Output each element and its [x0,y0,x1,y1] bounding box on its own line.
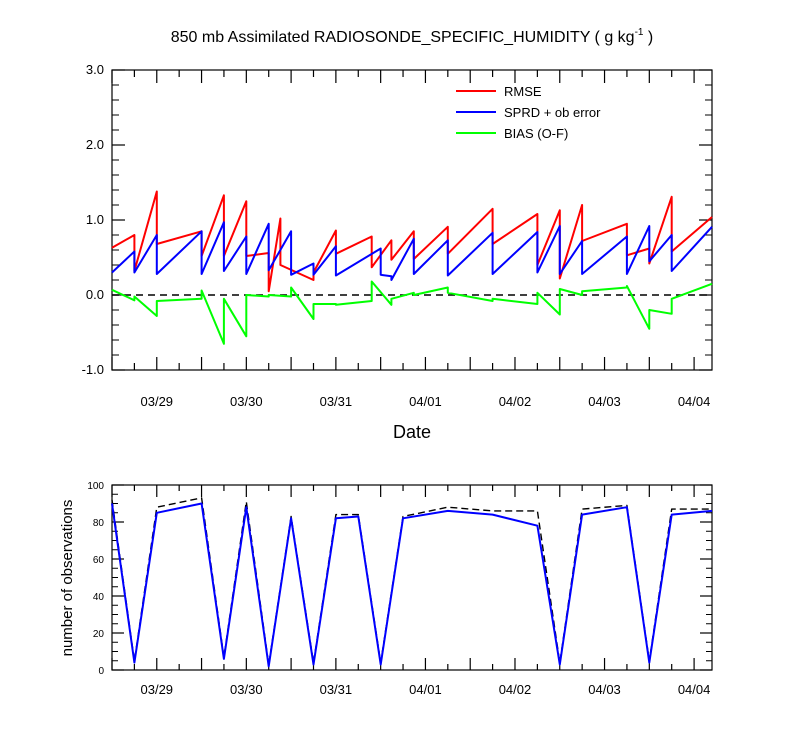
chart-title: 850 mb Assimilated RADIOSONDE_SPECIFIC_H… [171,27,654,46]
series-line-2 [111,280,713,345]
series-line-1 [111,221,713,281]
x-tick-label: 04/02 [499,682,532,697]
bottom-plot: 0 20 40 60 80 100 03/29 03/30 03/31 04/01 04/02 04/… [87,481,713,697]
legend-label: RMSE [504,84,542,99]
bottom-y-label: number of observations [59,500,76,657]
y-tick-label: 0.0 [86,287,104,302]
y-tick-label: 1.0 [86,212,104,227]
y-tick-label: 40 [93,592,105,603]
legend: RMSE SPRD + ob error BIAS (O-F) [456,84,601,141]
x-tick-label: 04/02 [499,394,532,409]
x-tick-label: 03/31 [320,394,353,409]
x-tick-label: 03/30 [230,394,263,409]
x-tick-label: 04/04 [678,394,711,409]
y-tick-label: 100 [87,481,104,492]
x-tick-label: 03/31 [320,682,353,697]
top-plot: -1.0 0.0 1.0 2.0 3.0 03/29 03/30 03/31 04/01 04/0… [82,62,713,409]
x-tick-label: 03/29 [141,682,174,697]
legend-label: BIAS (O-F) [504,126,568,141]
x-tick-label: 04/03 [588,682,621,697]
x-tick-label: 04/04 [678,682,711,697]
x-tick-label: 03/29 [141,394,174,409]
x-tick-label: 04/01 [409,682,442,697]
y-tick-label: 2.0 [86,137,104,152]
x-tick-label: 03/30 [230,682,263,697]
chart-title-main: 850 mb Assimilated RADIOSONDE_SPECIFIC_H… [171,29,635,46]
series-line-0 [111,502,713,668]
chart-title-end: ) [643,29,653,46]
y-tick-label: 60 [93,555,105,566]
x-tick-label: 04/03 [588,394,621,409]
chart-title-sup: -1 [635,27,644,38]
x-tick-label: 04/01 [409,394,442,409]
plot-frame [111,69,713,371]
top-x-label: Date [393,422,431,442]
y-tick-label: 20 [93,629,105,640]
y-tick-label: 0 [98,666,104,677]
series-line-1 [111,497,712,666]
y-tick-label: 3.0 [86,62,104,77]
y-tick-label: -1.0 [82,362,104,377]
y-tick-label: 80 [93,518,105,529]
legend-label: SPRD + ob error [504,105,601,120]
